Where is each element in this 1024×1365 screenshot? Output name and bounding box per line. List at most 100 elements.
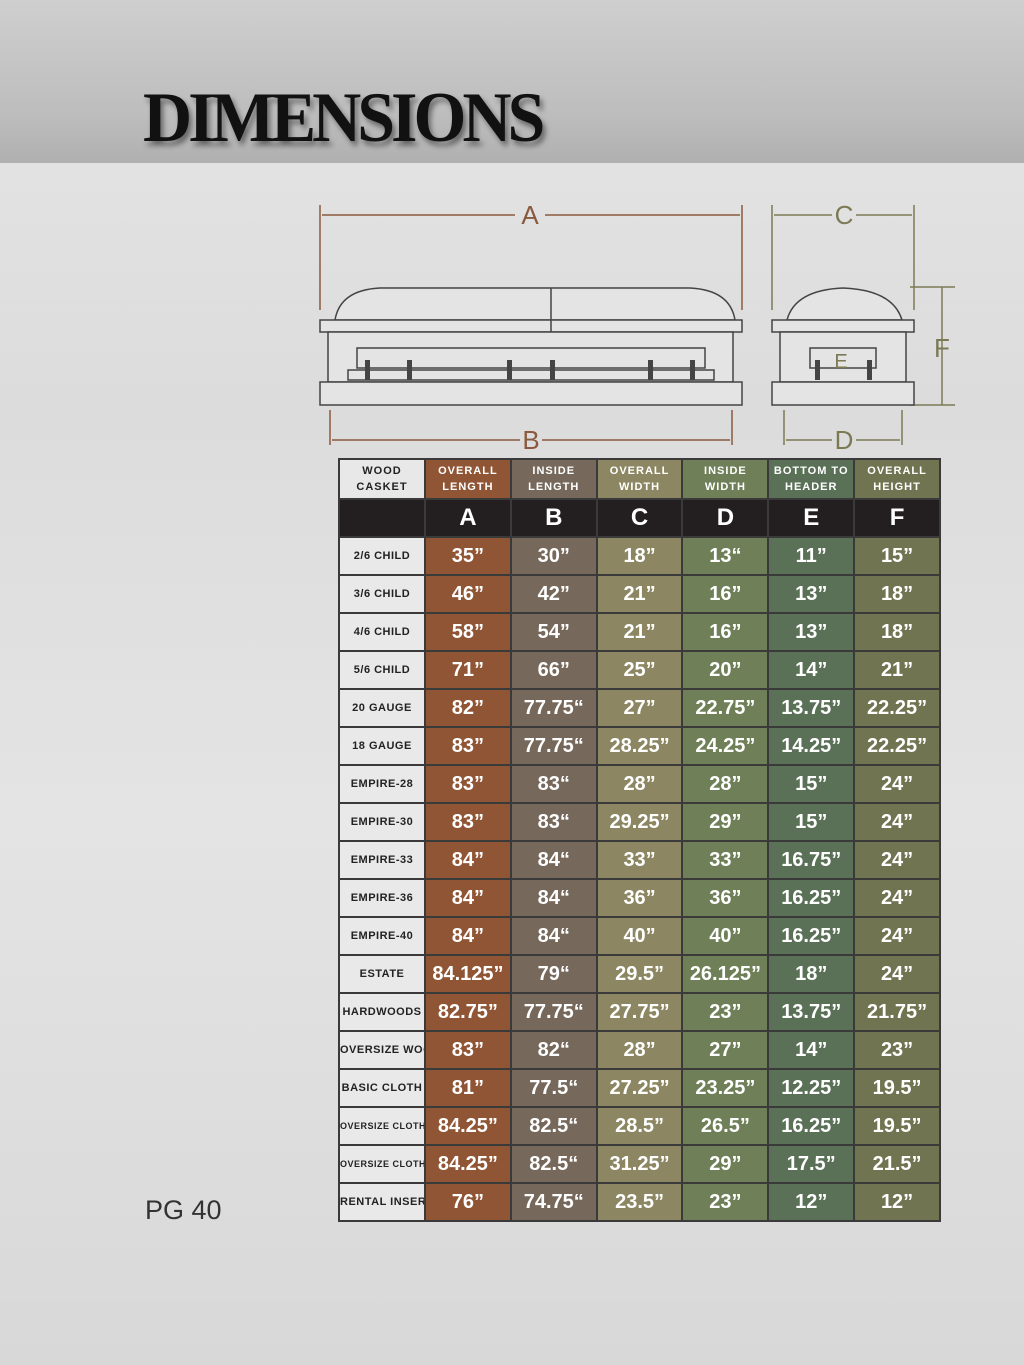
- table-cell: 20”: [681, 650, 770, 690]
- table-cell: 84.25”: [424, 1144, 512, 1184]
- dimension-label-a: A: [521, 200, 539, 230]
- corner-header: WOOD CASKET: [338, 458, 426, 500]
- table-cell: 14”: [767, 1030, 856, 1070]
- table-cell: 33”: [595, 840, 684, 880]
- row-label: RENTAL INSERT: [338, 1182, 426, 1222]
- table-row: 20 GAUGE 82” 77.75“ 27” 22.75” 13.75” 22.25”: [338, 688, 941, 728]
- table-cell: 77.5“: [509, 1068, 598, 1108]
- table-cell: 16.25”: [767, 878, 856, 918]
- table-cell: 28.5”: [595, 1106, 684, 1146]
- column-letter: C: [595, 498, 684, 538]
- table-cell: 23.25”: [681, 1068, 770, 1108]
- table-cell: 23”: [853, 1030, 941, 1070]
- table-cell: 83”: [424, 764, 512, 804]
- table-cell: 79“: [509, 954, 598, 994]
- row-label: 2/6 CHILD: [338, 536, 426, 576]
- table-cell: 21.5”: [853, 1144, 941, 1184]
- table-cell: 27.75”: [595, 992, 684, 1032]
- table-row: EMPIRE-30 83” 83“ 29.25” 29” 15” 24”: [338, 802, 941, 842]
- table-cell: 13.75”: [767, 688, 856, 728]
- table-cell: 84.25”: [424, 1106, 512, 1146]
- table-cell: 29”: [681, 802, 770, 842]
- table-cell: 24”: [853, 840, 941, 880]
- table-cell: 46”: [424, 574, 512, 614]
- row-label: 3/6 CHILD: [338, 574, 426, 614]
- dimension-label-c: C: [835, 200, 854, 230]
- row-label: EMPIRE-40: [338, 916, 426, 956]
- table-cell: 28”: [595, 764, 684, 804]
- table-cell: 71”: [424, 650, 512, 690]
- table-cell: 27”: [681, 1030, 770, 1070]
- table-cell: 82”: [424, 688, 512, 728]
- table-cell: 12”: [767, 1182, 856, 1222]
- table-cell: 16.75”: [767, 840, 856, 880]
- table-row: RENTAL INSERT 76” 74.75“ 23.5” 23” 12” 12”: [338, 1182, 941, 1222]
- table-cell: 18”: [767, 954, 856, 994]
- table-cell: 76”: [424, 1182, 512, 1222]
- table-cell: 77.75“: [509, 726, 598, 766]
- table-cell: 54”: [509, 612, 598, 652]
- table-cell: 36”: [681, 878, 770, 918]
- row-label: EMPIRE-33: [338, 840, 426, 880]
- table-row: 4/6 CHILD 58” 54” 21” 16” 13” 18”: [338, 612, 941, 652]
- table-cell: 13.75”: [767, 992, 856, 1032]
- table-cell: 21”: [595, 612, 684, 652]
- column-header: INSIDE LENGTH: [509, 458, 598, 500]
- table-cell: 74.75“: [509, 1182, 598, 1222]
- table-cell: 16”: [681, 612, 770, 652]
- table-cell: 82.5“: [509, 1144, 598, 1184]
- column-letter: F: [853, 498, 941, 538]
- table-cell: 22.25”: [853, 688, 941, 728]
- table-cell: 16”: [681, 574, 770, 614]
- row-label: 20 GAUGE: [338, 688, 426, 728]
- dimensions-table: WOOD CASKET OVERALL LENGTH INSIDE LENGTH O…: [338, 458, 941, 1222]
- table-cell: 29”: [681, 1144, 770, 1184]
- column-header: OVERALL WIDTH: [595, 458, 684, 500]
- table-cell: 40”: [681, 916, 770, 956]
- dimension-label-f: F: [934, 333, 950, 363]
- table-cell: 13“: [681, 536, 770, 576]
- table-row: EMPIRE-36 84” 84“ 36” 36” 16.25” 24”: [338, 878, 941, 918]
- casket-dimension-diagram: A B C D E F: [319, 200, 955, 455]
- row-label: EMPIRE-36: [338, 878, 426, 918]
- table-cell: 24”: [853, 878, 941, 918]
- table-cell: 15”: [767, 802, 856, 842]
- table-cell: 82.75”: [424, 992, 512, 1032]
- table-cell: 42”: [509, 574, 598, 614]
- table-row: EMPIRE-28 83” 83“ 28” 28” 15” 24”: [338, 764, 941, 804]
- table-cell: 23”: [681, 1182, 770, 1222]
- row-label: EMPIRE-28: [338, 764, 426, 804]
- table-cell: 31.25”: [595, 1144, 684, 1184]
- table-cell: 35”: [424, 536, 512, 576]
- table-cell: 28”: [681, 764, 770, 804]
- table-cell: 24”: [853, 764, 941, 804]
- table-cell: 13”: [767, 612, 856, 652]
- column-header: OVERALL LENGTH: [424, 458, 512, 500]
- table-cell: 83“: [509, 764, 598, 804]
- row-label: HARDWOODS: [338, 992, 426, 1032]
- table-row: BASIC CLOTH 81” 77.5“ 27.25” 23.25” 12.25” 19.…: [338, 1068, 941, 1108]
- table-cell: 26.5”: [681, 1106, 770, 1146]
- column-header: OVERALL HEIGHT: [853, 458, 941, 500]
- row-label: 18 GAUGE: [338, 726, 426, 766]
- column-letter: E: [767, 498, 856, 538]
- table-cell: 11”: [767, 536, 856, 576]
- table-cell: 40”: [595, 916, 684, 956]
- table-cell: 23.5”: [595, 1182, 684, 1222]
- column-letter: B: [509, 498, 598, 538]
- table-cell: 14.25”: [767, 726, 856, 766]
- table-cell: 82“: [509, 1030, 598, 1070]
- table-row: HARDWOODS 82.75” 77.75“ 27.75” 23” 13.75” 21.7…: [338, 992, 941, 1032]
- table-cell: 24.25”: [681, 726, 770, 766]
- column-letter: D: [681, 498, 770, 538]
- table-cell: 21”: [853, 650, 941, 690]
- dimension-label-d: D: [835, 425, 854, 455]
- column-header-row: WOOD CASKET OVERALL LENGTH INSIDE LENGTH O…: [338, 458, 941, 500]
- table-cell: 29.5”: [595, 954, 684, 994]
- table-cell: 77.75“: [509, 688, 598, 728]
- table-row: 18 GAUGE 83” 77.75“ 28.25” 24.25” 14.25” 22.25…: [338, 726, 941, 766]
- row-label: OVERSIZE CLOTH 26: [338, 1106, 426, 1146]
- table-cell: 18”: [853, 612, 941, 652]
- row-label: OVERSIZE CLOTH 29: [338, 1144, 426, 1184]
- column-letter: A: [424, 498, 512, 538]
